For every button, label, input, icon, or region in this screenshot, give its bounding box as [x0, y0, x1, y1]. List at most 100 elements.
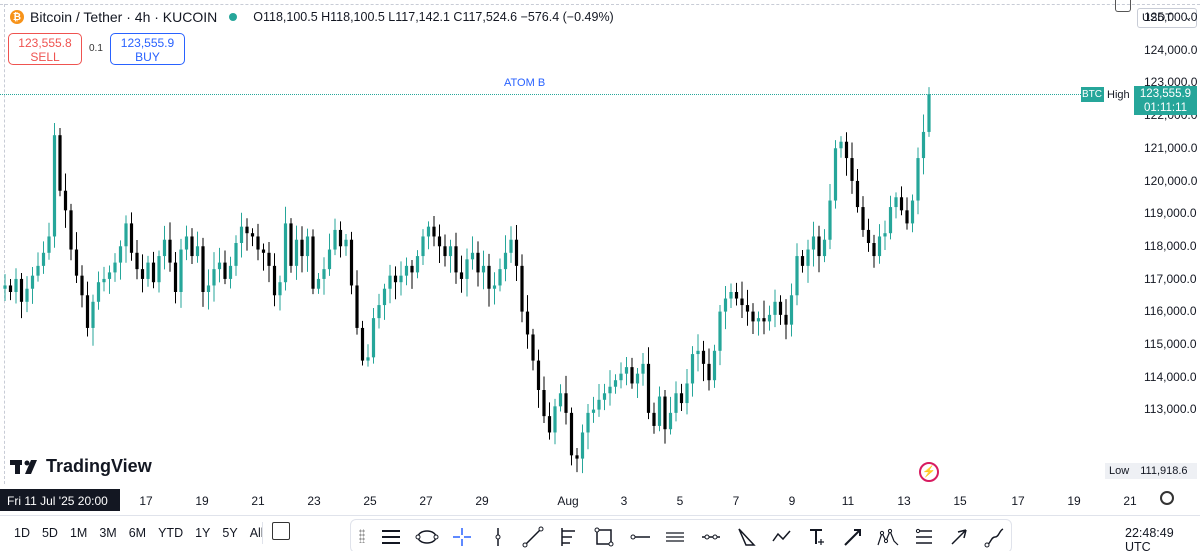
price-axis[interactable]: 125,000.0 124,000.0 123,000.0 122,000.0 121,… — [1137, 10, 1200, 485]
currency-select[interactable]: USDT ⌄ — [1137, 8, 1197, 28]
toolbar-drag-handle[interactable] — [359, 529, 365, 543]
time-tick-label: 27 — [419, 494, 433, 508]
range-button-6m[interactable]: 6M — [128, 526, 147, 540]
time-tick-label: 3 — [620, 494, 628, 508]
range-button-ytd[interactable]: YTD — [158, 526, 184, 540]
candle — [179, 238, 183, 308]
candle-body — [322, 269, 326, 279]
candle — [30, 267, 35, 304]
candle-body — [668, 412, 673, 430]
candle-body — [745, 305, 750, 312]
candle-body — [613, 380, 618, 387]
candle — [437, 224, 442, 264]
symbol-title[interactable]: Bitcoin / Tether · 4h · KUCOIN — [30, 9, 218, 25]
long-short-icon[interactable] — [912, 525, 936, 549]
candle-body — [437, 236, 442, 247]
candle — [289, 218, 293, 273]
brush-icon[interactable] — [983, 525, 1007, 549]
candle — [833, 140, 838, 209]
candle — [421, 229, 425, 265]
sell-button[interactable]: 123,555.8 SELL — [8, 33, 82, 65]
candle-body — [371, 318, 376, 358]
ellipse-icon[interactable] — [415, 525, 439, 549]
utc-clock[interactable]: 22:48:49 UTC — [1125, 526, 1174, 551]
candle-body — [718, 311, 722, 351]
candle — [784, 299, 788, 340]
candle — [102, 266, 106, 292]
crosshair-icon[interactable] — [450, 525, 474, 549]
candle-body — [80, 275, 84, 296]
candle — [767, 305, 772, 331]
candle-body — [921, 131, 926, 159]
tv-logo-icon — [10, 459, 37, 474]
candle — [872, 234, 876, 268]
range-button-5d[interactable]: 5D — [41, 526, 58, 540]
candle-body — [426, 226, 431, 237]
last-price-value: 123,555.9 — [1139, 88, 1192, 100]
candle-body — [267, 252, 271, 266]
tradingview-logo[interactable]: TradingView — [10, 456, 152, 477]
range-button-3m[interactable]: 3M — [99, 526, 117, 540]
candle-body — [360, 327, 365, 361]
candle-body — [828, 200, 832, 240]
parallel-channel-icon[interactable] — [663, 525, 687, 549]
candle-body — [454, 246, 458, 273]
candle-body — [327, 249, 332, 270]
price-tick-label: 116,000.0 — [1144, 304, 1197, 319]
annotation-label[interactable]: ATOM B — [504, 77, 546, 89]
buy-button[interactable]: 123,555.9 BUY — [110, 33, 185, 65]
candle-body — [294, 239, 299, 266]
fib-icon[interactable] — [557, 525, 581, 549]
range-button-1d[interactable]: 1D — [14, 526, 30, 540]
candle-body — [228, 265, 233, 279]
candle — [283, 206, 288, 291]
horizontal-lines-icon[interactable] — [379, 525, 403, 549]
candle-body — [696, 350, 700, 355]
range-button-1y[interactable]: 1Y — [195, 526, 211, 540]
triangle-icon[interactable] — [734, 525, 758, 549]
candle — [701, 340, 706, 382]
candle-body — [663, 396, 667, 430]
range-button-all[interactable]: All — [249, 526, 264, 540]
candle-body — [311, 236, 315, 289]
candle — [8, 279, 13, 301]
range-button-1m[interactable]: 1M — [69, 526, 88, 540]
candle — [443, 234, 447, 267]
lock-scale-icon[interactable] — [1115, 0, 1131, 12]
candle-body — [173, 262, 178, 292]
rectangle-icon[interactable] — [592, 525, 616, 549]
arrow-marker-icon[interactable] — [841, 525, 865, 549]
gear-icon[interactable] — [1160, 491, 1174, 505]
candle — [580, 424, 585, 474]
candle-body — [844, 141, 849, 159]
lightning-icon[interactable]: ⚡ — [919, 462, 939, 482]
pattern-icon[interactable] — [876, 525, 900, 549]
candle — [234, 235, 238, 276]
candle-body — [206, 285, 211, 292]
vertical-line-icon[interactable] — [486, 525, 510, 549]
symbol-legend[interactable]: ₿ Bitcoin / Tether · 4h · KUCOIN O118,10… — [10, 9, 614, 25]
candle — [245, 218, 249, 251]
candle-body — [723, 298, 728, 312]
time-tick-label: 23 — [307, 494, 321, 508]
range-button-5y[interactable]: 5Y — [222, 526, 238, 540]
candle — [729, 283, 733, 309]
time-tick-label: 5 — [676, 494, 684, 508]
candle-body — [74, 249, 79, 276]
text-icon[interactable] — [805, 525, 829, 549]
candle-body — [382, 288, 387, 306]
candle-body — [278, 282, 282, 296]
calendar-icon[interactable] — [272, 522, 290, 540]
candle — [520, 254, 524, 323]
candle-body — [113, 262, 117, 273]
candle — [696, 334, 700, 372]
candle — [190, 228, 194, 265]
path-icon[interactable] — [699, 525, 723, 549]
arrow-path-icon[interactable] — [770, 525, 794, 549]
trend-line-icon[interactable] — [521, 525, 545, 549]
horizontal-ray-icon[interactable] — [628, 525, 652, 549]
candlestick-chart[interactable] — [0, 0, 1090, 480]
candle-body — [767, 314, 772, 322]
arrow-icon[interactable] — [947, 525, 971, 549]
time-axis[interactable]: Fri 11 Jul '25 20:00 17 19 21 23 25 27 29 Aug 3 5… — [0, 486, 1200, 512]
